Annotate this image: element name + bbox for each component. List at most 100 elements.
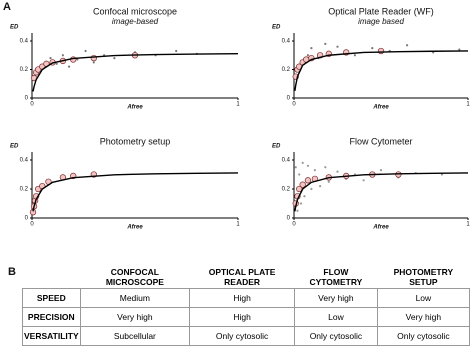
column-header: PHOTOMETRY SETUP	[393, 267, 454, 287]
raw-point	[55, 62, 58, 65]
raw-point	[310, 187, 313, 191]
x-axis-label: Afree	[372, 105, 389, 111]
comparison-table: CONFOCAL MICROSCOPE OPTICAL PLATE READER F…	[22, 266, 471, 346]
raw-point	[67, 65, 71, 68]
row-label: SPEED	[22, 288, 81, 308]
table-row: VERSATILITY Subcellular Only cytosolic Only…	[22, 326, 471, 346]
y-tick-label: 0.4	[20, 158, 29, 164]
raw-point	[175, 49, 178, 53]
fit-curve	[32, 172, 239, 212]
row-label: VERSATILITY	[22, 326, 81, 346]
chart-title: Optical Plate Reader (WF)	[328, 6, 434, 16]
y-tick-label: 0.4	[282, 39, 291, 45]
raw-point	[61, 54, 64, 57]
cell: Only cytosolic	[294, 326, 378, 346]
chart-title: Photometry setup	[100, 136, 171, 146]
y-axis-label: ED	[272, 144, 281, 150]
y-tick-label: 0.4	[282, 158, 291, 164]
raw-point	[113, 57, 116, 60]
cell: Very high	[376, 307, 471, 327]
raw-point	[362, 179, 365, 182]
fit-curve	[32, 52, 239, 92]
raw-point	[306, 54, 310, 57]
cell: Very high	[294, 288, 378, 308]
panel-label: B	[8, 266, 16, 278]
cell: Very high	[79, 307, 191, 327]
table-row: PRECISION Very high High Low Very high	[22, 307, 471, 327]
x-axis-label: Afree	[126, 105, 143, 111]
x-tick-label: 0	[30, 102, 34, 108]
x-tick-label: 1	[236, 222, 240, 228]
cell: Medium	[79, 288, 191, 308]
y-tick-label: 0	[287, 216, 291, 222]
row-label: PRECISION	[22, 307, 81, 327]
y-tick-label: 0	[25, 216, 29, 222]
x-tick-label: 0	[292, 222, 296, 228]
cell: Low	[376, 288, 471, 308]
raw-point	[324, 166, 327, 169]
raw-point	[298, 173, 301, 176]
raw-point	[306, 164, 310, 167]
x-tick-label: 0	[30, 222, 34, 228]
x-tick-label: 1	[466, 222, 470, 228]
fit-curve	[294, 50, 469, 91]
chart-subtitle: image based	[358, 17, 404, 26]
y-axis-label: ED	[10, 25, 19, 31]
raw-point	[301, 161, 304, 164]
table-body: SPEED Medium High Very high Low PRECISION Very…	[22, 288, 471, 346]
y-tick-label: 0.2	[20, 67, 29, 73]
panel-label: A	[3, 1, 11, 13]
raw-point	[379, 169, 383, 172]
y-axis-label: ED	[272, 25, 281, 31]
y-tick-label: 0.2	[20, 187, 29, 193]
raw-point	[313, 169, 316, 172]
y-tick-label: 0.2	[282, 67, 291, 73]
data-point	[377, 47, 385, 55]
cell: Low	[294, 307, 378, 327]
y-tick-label: 0.2	[282, 187, 291, 193]
corner	[23, 266, 81, 289]
cell: High	[189, 307, 296, 327]
header-row: CONFOCAL MICROSCOPE OPTICAL PLATE READER F…	[23, 266, 470, 289]
raw-point	[336, 170, 339, 173]
chart-title: Flow Cytometer	[349, 136, 412, 146]
raw-point	[49, 57, 52, 60]
data-point	[304, 177, 312, 184]
raw-point	[371, 47, 374, 50]
raw-point	[327, 180, 330, 183]
raw-point	[310, 47, 313, 50]
raw-point	[324, 42, 327, 45]
cell: Subcellular	[79, 326, 191, 346]
y-axis-label: ED	[10, 144, 19, 150]
raw-point	[92, 61, 95, 64]
data-point	[299, 181, 306, 188]
raw-point	[406, 44, 409, 47]
raw-point	[303, 195, 306, 198]
chart-subtitle: image-based	[112, 17, 159, 26]
table-row: SPEED Medium High Very high Low	[22, 288, 471, 308]
column-header: OPTICAL PLATE READER	[208, 267, 276, 287]
y-tick-label: 0	[287, 96, 291, 102]
raw-point	[294, 166, 297, 169]
raw-point	[458, 48, 461, 51]
x-axis-label: Afree	[372, 225, 389, 231]
raw-point	[353, 54, 356, 57]
cell: Only cytosolic	[189, 326, 296, 346]
x-tick-label: 1	[236, 102, 240, 108]
x-axis-label: Afree	[126, 225, 143, 231]
column-header: FLOW CYTOMETRY	[309, 267, 363, 287]
raw-point	[299, 202, 303, 205]
y-tick-label: 0	[25, 96, 29, 102]
cell: High	[189, 288, 296, 308]
fit-curve	[294, 172, 469, 212]
column-header: CONFOCAL MICROSCOPE	[105, 267, 164, 287]
raw-point	[296, 209, 299, 212]
cell: Only cytosolic	[376, 326, 471, 346]
raw-point	[76, 58, 79, 61]
raw-point	[440, 173, 443, 176]
x-tick-label: 0	[292, 102, 296, 108]
raw-point	[84, 49, 87, 53]
raw-point	[319, 185, 322, 188]
